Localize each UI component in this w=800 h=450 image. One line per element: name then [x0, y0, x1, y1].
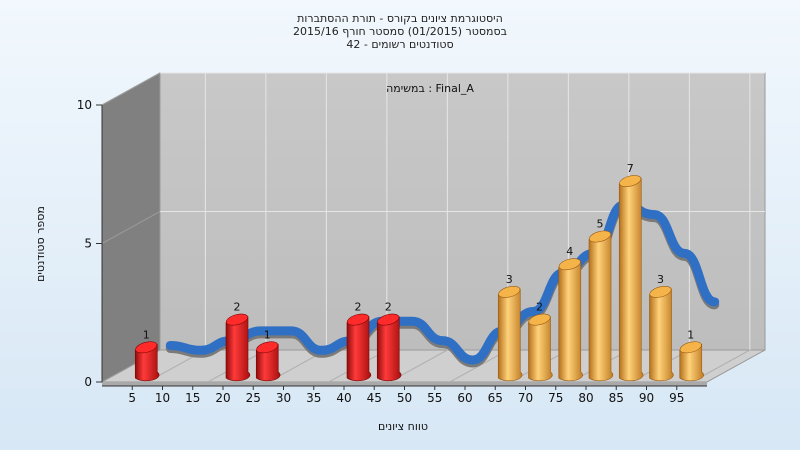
bar-top-40 — [346, 313, 370, 326]
x-tick-label-2: 15 — [185, 391, 200, 405]
data-label-20: 2 — [234, 301, 241, 314]
bar-top-85 — [619, 175, 642, 188]
bar-top-20 — [225, 313, 249, 326]
y-tick-label-1: 5 — [84, 237, 92, 251]
bar-45 — [376, 316, 402, 382]
x-tick-label-14: 75 — [548, 391, 563, 405]
bar-85 — [618, 177, 644, 382]
bar-95 — [679, 343, 704, 382]
bar-top-45 — [377, 313, 400, 326]
bar-top-5 — [135, 341, 158, 354]
bar-top-25 — [256, 341, 279, 354]
data-label-40: 2 — [355, 301, 362, 314]
data-label-85: 7 — [627, 162, 634, 175]
x-tick-label-13: 70 — [518, 391, 533, 405]
x-tick-label-4: 25 — [246, 391, 261, 405]
x-tick-label-5: 30 — [276, 391, 291, 405]
data-label-45: 2 — [385, 301, 392, 314]
chart-title-line-2: בסמסטר (01/2015) סמסטר חורף 2015/16 — [293, 25, 507, 38]
x-tick-label-18: 95 — [669, 391, 684, 405]
x-tick-label-6: 35 — [306, 391, 321, 405]
chart-title-line-3: 42 - סטודנטים רשומים — [346, 38, 453, 51]
x-tick-label-3: 20 — [215, 391, 230, 405]
x-tick-label-16: 85 — [609, 391, 624, 405]
bar-90 — [649, 288, 674, 382]
x-tick-label-12: 65 — [488, 391, 503, 405]
bars-group — [134, 175, 704, 382]
bar-top-95 — [679, 341, 702, 354]
bar-top-70 — [528, 313, 551, 326]
bar-40 — [346, 316, 372, 382]
data-labels-group: 1 2 1 2 2 3 2 4 5 7 3 1 — [143, 162, 695, 341]
bar-top-75 — [558, 258, 581, 271]
bar-top-80 — [588, 230, 612, 243]
y-axis-title: מספר סטודנטים — [34, 206, 47, 282]
bar-70 — [528, 316, 553, 382]
x-tick-label-1: 10 — [155, 391, 170, 405]
bar-5 — [134, 343, 160, 382]
data-label-80: 5 — [597, 218, 604, 231]
data-label-5: 1 — [143, 328, 150, 341]
x-axis-title: טווח ציונים — [378, 420, 428, 433]
x-tick-label-17: 90 — [639, 391, 654, 405]
bar-top-65 — [498, 285, 521, 298]
bar-65 — [497, 288, 523, 382]
bar-75 — [558, 260, 583, 382]
chart-title-line-1: היסטוגרמת ציונים בקורס - תורת ההסתברות — [297, 12, 503, 25]
x-tick-label-0: 5 — [128, 391, 136, 405]
gridline-side-1 — [101, 211, 161, 244]
x-tick-label-8: 45 — [367, 391, 382, 405]
data-label-95: 1 — [687, 328, 694, 341]
gridline-side-2 — [101, 72, 161, 106]
bar-top-90 — [649, 285, 672, 298]
y-tick-label-2: 10 — [77, 98, 92, 112]
x-tick-label-11: 60 — [457, 391, 472, 405]
x-tick-label-15: 80 — [578, 391, 593, 405]
x-tick-label-10: 55 — [427, 391, 442, 405]
bar-20 — [225, 316, 251, 382]
bar-25 — [255, 343, 281, 382]
data-label-65: 3 — [506, 273, 513, 286]
data-label-70: 2 — [536, 301, 543, 314]
data-label-75: 4 — [566, 245, 573, 258]
data-label-90: 3 — [657, 273, 664, 286]
plot-floor-edge — [102, 382, 707, 386]
x-tick-label-9: 50 — [397, 391, 412, 405]
y-tick-label-0: 0 — [84, 375, 92, 389]
x-tick-label-7: 40 — [336, 391, 351, 405]
chart-annotation: במשימה : Final_A — [386, 82, 474, 95]
bar-80 — [588, 233, 614, 382]
data-label-25: 1 — [264, 328, 271, 341]
